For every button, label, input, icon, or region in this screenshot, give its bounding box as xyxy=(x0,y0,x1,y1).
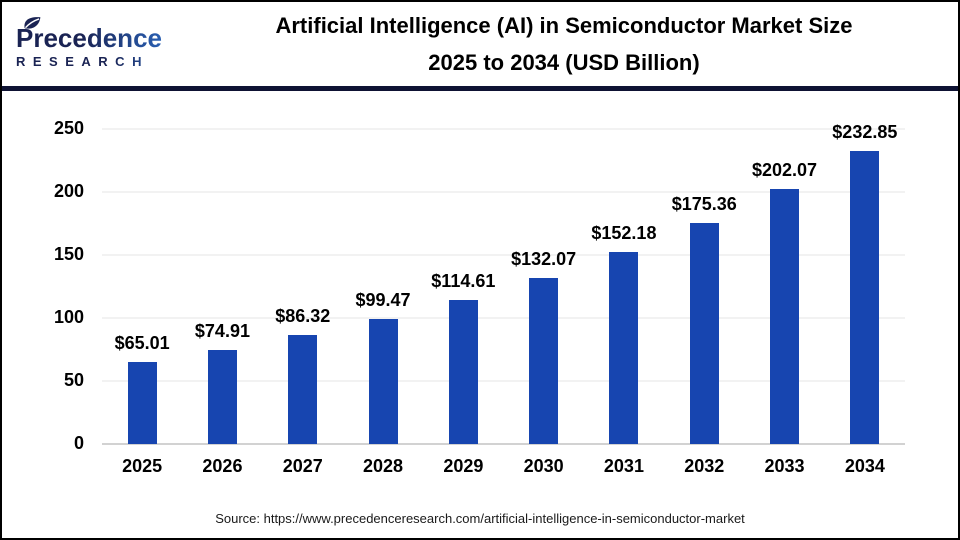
x-axis-label: 2026 xyxy=(202,456,243,476)
gridline xyxy=(102,191,905,193)
chart-title-line1: Artificial Intelligence (AI) in Semicond… xyxy=(275,13,853,38)
bar-value-label: $232.85 xyxy=(832,121,898,142)
x-axis-label: 2031 xyxy=(603,456,644,476)
bar-value-label: $175.36 xyxy=(671,194,737,215)
x-axis-label: 2028 xyxy=(363,456,404,476)
bar-value-label: $114.61 xyxy=(431,270,496,291)
bar-value-label: $86.32 xyxy=(275,306,331,327)
source-note: Source: https://www.precedenceresearch.c… xyxy=(215,511,745,526)
bar-2033 xyxy=(770,189,800,444)
bar-value-label: $99.47 xyxy=(355,289,411,310)
chart-title-line2: 2025 to 2034 (USD Billion) xyxy=(428,50,700,75)
bar-value-label: $202.07 xyxy=(752,160,818,181)
bar-2030 xyxy=(529,277,559,444)
bar-2029 xyxy=(448,299,478,444)
bar-2026 xyxy=(207,349,237,444)
x-axis-label: 2034 xyxy=(844,456,885,476)
x-axis-label: 2033 xyxy=(764,456,805,476)
gridline xyxy=(102,380,905,382)
y-axis-tick-label: 200 xyxy=(53,181,84,201)
bar-value-label: $132.07 xyxy=(511,248,577,269)
x-axis-label: 2030 xyxy=(523,456,564,476)
bar-value-label: $74.91 xyxy=(194,320,250,341)
x-axis-label: 2027 xyxy=(282,456,323,476)
brand-subtitle: RESEARCH xyxy=(16,54,188,69)
x-axis-label: 2029 xyxy=(443,456,484,476)
bar-2027 xyxy=(288,335,318,444)
brand-logo: Precedence RESEARCH xyxy=(16,16,188,69)
x-axis-label: 2032 xyxy=(684,456,725,476)
bar-2034 xyxy=(850,150,880,444)
leaf-icon xyxy=(22,15,43,36)
bar-2032 xyxy=(689,223,719,444)
bar-2031 xyxy=(609,252,639,444)
header: Precedence RESEARCH Artificial Intellige… xyxy=(2,2,958,91)
bar-2025 xyxy=(127,362,157,444)
y-axis-tick-label: 250 xyxy=(53,118,84,138)
bar-value-label: $152.18 xyxy=(591,223,657,244)
y-axis-tick-label: 0 xyxy=(73,433,84,453)
gridline xyxy=(102,254,905,256)
y-axis-tick-label: 100 xyxy=(53,307,84,327)
x-axis-line xyxy=(102,443,905,445)
gridline xyxy=(102,317,905,319)
x-axis-label: 2025 xyxy=(122,456,163,476)
y-axis-tick-label: 150 xyxy=(53,244,84,264)
bar-value-label: $65.01 xyxy=(114,333,170,354)
brand-name: Precedence xyxy=(16,24,188,52)
bar-2028 xyxy=(368,318,398,444)
gridline xyxy=(102,128,905,130)
chart-title: Artificial Intelligence (AI) in Semicond… xyxy=(188,7,940,81)
y-axis-tick-label: 50 xyxy=(63,370,84,390)
